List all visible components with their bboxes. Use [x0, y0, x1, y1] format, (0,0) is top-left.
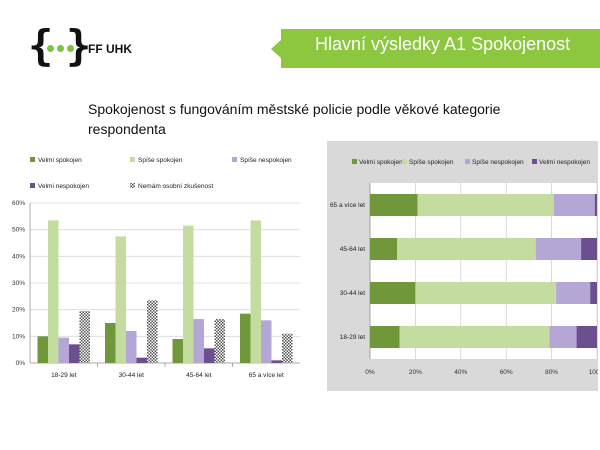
bar	[240, 313, 251, 363]
legend-label: Nemám osobní zkušenost	[138, 183, 213, 190]
bar-segment	[399, 326, 550, 348]
legend-swatch	[352, 159, 357, 164]
logo-right-brace-icon: }	[66, 21, 92, 70]
x-tick-label: 40%	[454, 369, 467, 376]
legend-swatch	[402, 159, 407, 164]
legend-label: Spíše nespokojen	[240, 157, 292, 164]
legend-label: Spíše spokojen	[409, 159, 454, 166]
y-tick-label: 65 a více let	[330, 202, 365, 209]
bar-segment	[553, 194, 595, 216]
y-tick-label: 20%	[12, 307, 25, 314]
bar-segment	[397, 238, 536, 260]
logo: { } FF UHK	[28, 24, 158, 72]
bar-segment	[590, 282, 597, 304]
bar	[58, 337, 69, 363]
bar-segment	[370, 326, 400, 348]
title-banner	[281, 29, 600, 68]
legend-label: Velmi nespokojen	[38, 183, 89, 190]
bar	[204, 348, 215, 363]
bar-segment	[594, 194, 597, 216]
bar	[126, 331, 137, 363]
legend-label: Velmi nespokojen	[539, 159, 590, 166]
bar	[183, 225, 194, 363]
x-tick-label: 65 a více let	[249, 372, 284, 379]
bar	[214, 319, 225, 363]
x-tick-label: 45-64 let	[186, 372, 211, 379]
bar	[69, 344, 80, 363]
y-tick-label: 60%	[12, 200, 25, 207]
chart-stacked-bars: Velmi spokojen Spíše spokojen Spíše nespok…	[327, 141, 598, 391]
logo-dots-icon	[47, 45, 74, 52]
legend-swatch	[465, 159, 470, 164]
bar-segment	[576, 326, 597, 348]
x-tick-label: 30-44 let	[119, 372, 144, 379]
y-tick-label: 45-64 let	[340, 246, 365, 253]
bar-segment	[549, 326, 577, 348]
bar	[136, 357, 147, 363]
bar	[282, 333, 293, 363]
bar	[250, 220, 261, 363]
x-tick-label: 60%	[500, 369, 513, 376]
bar-segment	[370, 238, 398, 260]
y-tick-label: 10%	[12, 333, 25, 340]
bar-segment	[417, 194, 554, 216]
y-tick-label: 50%	[12, 227, 25, 234]
bar-segment	[556, 282, 591, 304]
legend-swatch	[130, 157, 135, 162]
bar	[105, 323, 116, 363]
x-tick-label: 20%	[409, 369, 422, 376]
legend-swatch	[232, 157, 237, 162]
banner-title: Hlavní výsledky A1 Spokojenost	[315, 34, 571, 54]
legend-label: Velmi spokojen	[38, 157, 82, 164]
legend-swatch	[532, 159, 537, 164]
x-tick-label: 0%	[365, 369, 375, 376]
bar-segment	[370, 282, 416, 304]
bar	[261, 320, 272, 363]
page-title: Spokojenost s fungováním městské policie…	[88, 101, 501, 137]
banner-notch	[271, 40, 281, 58]
legend-label: Spíše nespokojen	[472, 159, 524, 166]
legend-swatch	[130, 183, 135, 188]
x-tick-label: 100%	[589, 369, 598, 376]
bar	[172, 339, 183, 363]
chart-grouped-bars: Velmi spokojen Spíše spokojen Spíše nespok…	[12, 157, 300, 379]
bar	[147, 300, 158, 363]
bar	[193, 319, 204, 363]
bar-segment	[370, 194, 418, 216]
x-tick-label: 80%	[545, 369, 558, 376]
bar	[48, 220, 59, 363]
legend-label: Velmi spokojen	[359, 159, 403, 166]
y-tick-label: 30%	[12, 280, 25, 287]
legend-swatch	[30, 183, 35, 188]
legend-label: Spíše spokojen	[138, 157, 183, 164]
bar-segment	[415, 282, 557, 304]
y-tick-label: 40%	[12, 253, 25, 260]
bar	[115, 236, 126, 363]
bar-segment	[535, 238, 582, 260]
y-tick-label: 30-44 let	[340, 290, 365, 297]
y-tick-label: 18-29 let	[340, 334, 365, 341]
y-tick-label: 0%	[16, 360, 26, 367]
bar	[271, 360, 282, 363]
bar	[79, 311, 90, 363]
bar	[37, 336, 48, 363]
bar-segment	[581, 238, 597, 260]
x-tick-label: 18-29 let	[51, 372, 76, 379]
legend-swatch	[30, 157, 35, 162]
logo-text: FF UHK	[88, 42, 132, 56]
